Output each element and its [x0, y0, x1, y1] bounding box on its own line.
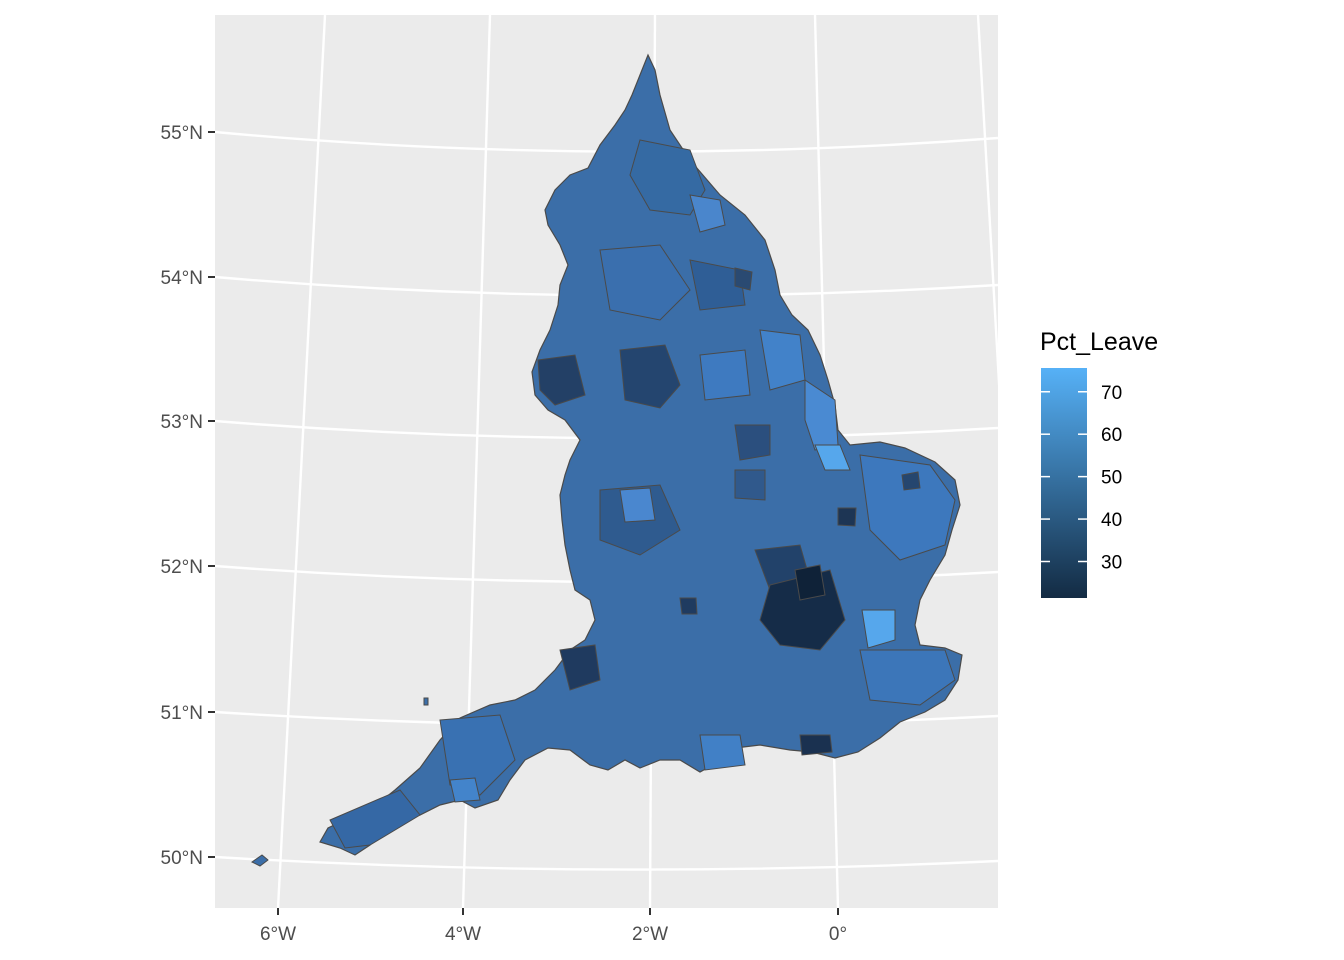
meridian-6w	[276, 15, 327, 908]
legend: Pct_Leave 70 60 50 40 30	[1040, 328, 1158, 598]
region-teesside	[689, 194, 726, 233]
region-leicester	[734, 469, 766, 501]
region-cambridge	[837, 507, 857, 527]
x-tick-4w: 4°W	[445, 908, 481, 945]
y-tick-50n: 50°N	[161, 848, 215, 869]
x-tick-label: 6°W	[260, 924, 296, 945]
legend-ticks: 70 60 50 40 30	[1041, 383, 1122, 574]
region-central-london	[794, 564, 826, 601]
region-cornwall	[329, 789, 421, 849]
region-bristol	[559, 644, 601, 691]
x-tick-0: 0°	[829, 908, 847, 945]
region-sheffield	[699, 349, 751, 401]
region-shades	[329, 139, 956, 849]
x-tick-label: 2°W	[632, 924, 668, 945]
legend-tick-label: 30	[1101, 553, 1122, 574]
y-tick-53n: 53°N	[161, 412, 215, 433]
region-plymouth	[449, 777, 481, 803]
region-west-midlands	[619, 487, 656, 523]
legend-tick-label: 70	[1101, 383, 1122, 404]
legend-tick-label: 60	[1101, 425, 1122, 446]
y-axis: 55°N 54°N 53°N 52°N 51°N 50°N	[161, 123, 215, 869]
region-the-wash	[814, 444, 851, 471]
region-reading	[679, 597, 698, 615]
region-south-coast	[699, 734, 746, 771]
y-tick-label: 53°N	[161, 412, 203, 433]
y-tick-52n: 52°N	[161, 557, 215, 578]
isle-of-man	[423, 697, 429, 706]
region-kent	[859, 649, 956, 706]
region-east-anglia	[859, 454, 956, 561]
y-tick-label: 51°N	[161, 703, 203, 724]
region-devon	[439, 714, 516, 796]
y-tick-label: 55°N	[161, 123, 203, 144]
legend-title: Pct_Leave	[1040, 328, 1158, 356]
region-york	[734, 267, 753, 291]
england-shape	[319, 53, 963, 856]
y-tick-54n: 54°N	[161, 268, 215, 289]
legend-tick-label: 40	[1101, 510, 1122, 531]
x-tick-6w: 6°W	[260, 908, 296, 945]
y-tick-label: 50°N	[161, 848, 203, 869]
x-tick-label: 4°W	[445, 924, 481, 945]
y-tick-label: 52°N	[161, 557, 203, 578]
parallel-50n	[215, 855, 998, 871]
region-yorkshire-dales	[599, 244, 691, 321]
y-tick-51n: 51°N	[161, 703, 215, 724]
region-thurrock-essex	[861, 609, 896, 649]
meridian-2e	[976, 15, 998, 387]
legend-colorbar	[1041, 368, 1087, 598]
region-norwich	[901, 471, 921, 491]
y-tick-55n: 55°N	[161, 123, 215, 144]
x-tick-label: 0°	[829, 924, 847, 945]
region-liverpool	[537, 354, 586, 406]
region-north-yorks	[689, 259, 746, 311]
region-north-east	[629, 139, 706, 216]
legend-tick-label: 50	[1101, 468, 1122, 489]
x-axis: 6°W 4°W 2°W 0°	[260, 908, 847, 945]
region-brighton	[799, 734, 833, 756]
y-tick-label: 54°N	[161, 268, 203, 289]
region-nottingham	[734, 424, 771, 461]
region-manchester	[619, 344, 681, 409]
x-tick-2w: 2°W	[632, 908, 668, 945]
isles-of-scilly	[251, 854, 269, 867]
